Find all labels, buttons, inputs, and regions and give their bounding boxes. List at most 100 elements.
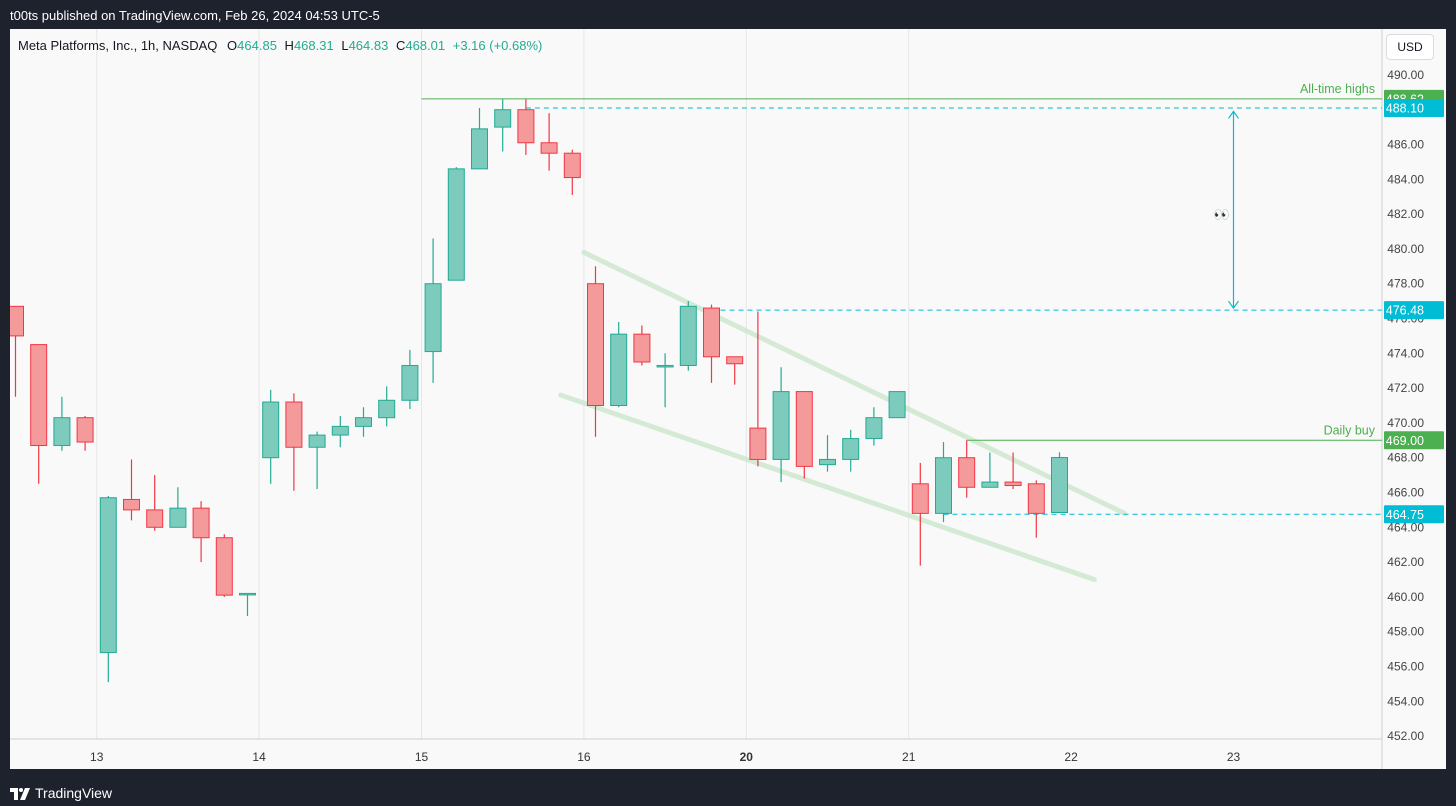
close-value: 468.01	[405, 38, 446, 53]
price-tick-label: 462.00	[1387, 555, 1424, 569]
candle-body[interactable]	[447, 168, 465, 281]
currency-button[interactable]: USD	[1386, 34, 1434, 60]
candle-body[interactable]	[331, 425, 349, 436]
candle-body[interactable]	[726, 356, 744, 365]
candle-body[interactable]	[563, 152, 581, 179]
time-tick-label: 23	[1227, 750, 1241, 764]
candle-body[interactable]	[76, 417, 94, 443]
price-tick-label: 482.00	[1387, 207, 1424, 221]
candle-body[interactable]	[935, 457, 952, 514]
high-value: 468.31	[293, 38, 334, 53]
time-tick-label: 14	[252, 750, 266, 764]
price-tick-label: 452.00	[1387, 729, 1424, 743]
candle-body[interactable]	[1027, 483, 1045, 514]
candle-body[interactable]	[1004, 481, 1022, 487]
candle-body[interactable]	[494, 109, 512, 128]
candle-body[interactable]	[308, 434, 326, 448]
high-label: H	[284, 38, 294, 53]
change-value: +3.16 (+0.68%)	[452, 38, 543, 53]
chart-legend: Meta Platforms, Inc., 1h, NASDAQ O464.85…	[18, 38, 542, 53]
symbol-label: Meta Platforms, Inc., 1h, NASDAQ	[18, 38, 218, 53]
time-tick-label: 20	[740, 750, 754, 764]
candle-body[interactable]	[10, 305, 24, 337]
candle-body[interactable]	[656, 364, 674, 368]
published-header: t00ts published on TradingView.com, Feb …	[0, 0, 1456, 29]
candle-body[interactable]	[540, 142, 558, 154]
channel-trendline[interactable]	[581, 249, 1127, 516]
candle-body[interactable]	[53, 417, 71, 447]
candle-body[interactable]	[355, 417, 372, 427]
price-axis-badge[interactable]	[1384, 301, 1444, 320]
candle-body[interactable]	[517, 109, 535, 144]
candle-body[interactable]	[262, 401, 280, 459]
candle-body[interactable]	[192, 507, 210, 539]
price-tick-label: 478.00	[1387, 277, 1424, 291]
candle-body[interactable]	[239, 592, 256, 596]
candle-body[interactable]	[169, 507, 187, 528]
candle-body[interactable]	[378, 399, 396, 419]
open-label: O	[227, 38, 238, 53]
price-tick-label: 472.00	[1387, 381, 1424, 395]
eyes-emoji-annotation[interactable]: 👀	[1214, 207, 1230, 222]
candle-body[interactable]	[888, 391, 906, 419]
price-tick-label: 480.00	[1387, 242, 1424, 256]
price-axis-badge[interactable]	[1384, 98, 1444, 117]
time-tick-label: 15	[415, 750, 429, 764]
price-axis-badge[interactable]	[1384, 431, 1444, 450]
candle-body[interactable]	[633, 333, 651, 363]
candle-body[interactable]	[795, 391, 813, 467]
candle-body[interactable]	[587, 283, 604, 406]
level-annotation-text: Daily buy	[1324, 423, 1376, 437]
candle-body[interactable]	[749, 427, 767, 460]
candle-body[interactable]	[610, 333, 628, 406]
price-tick-label: 474.00	[1387, 346, 1424, 360]
price-tick-label: 468.00	[1387, 451, 1424, 465]
time-tick-label: 22	[1064, 750, 1078, 764]
candle-body[interactable]	[865, 417, 883, 440]
arrow-down-icon	[1228, 300, 1239, 310]
open-value: 464.85	[237, 38, 277, 53]
candle-body[interactable]	[842, 438, 860, 460]
low-label: L	[341, 38, 349, 53]
candle-body[interactable]	[471, 128, 488, 170]
price-tick-label: 484.00	[1387, 172, 1424, 186]
time-tick-label: 13	[90, 750, 104, 764]
candle-body[interactable]	[99, 497, 117, 654]
close-label: C	[395, 38, 406, 53]
candle-body[interactable]	[424, 283, 442, 353]
price-axis-badge-label: 476.48	[1386, 304, 1424, 318]
price-axis-badge-label: 464.75	[1386, 508, 1424, 522]
candle-body[interactable]	[703, 307, 720, 358]
candle-body[interactable]	[981, 481, 999, 488]
channel-trendline[interactable]	[558, 392, 1097, 582]
published-text: t00ts published on TradingView.com, Feb …	[10, 8, 380, 23]
footer-bar: TradingView	[0, 769, 1456, 806]
candle-body[interactable]	[1051, 457, 1068, 514]
candle-body[interactable]	[401, 364, 419, 401]
time-tick-label: 16	[577, 750, 591, 764]
candle-body[interactable]	[772, 391, 790, 460]
price-axis-badge[interactable]	[1384, 505, 1444, 524]
price-tick-label: 460.00	[1387, 590, 1424, 604]
price-tick-label: 466.00	[1387, 486, 1424, 500]
candle-body[interactable]	[911, 483, 929, 514]
price-tick-label: 458.00	[1387, 625, 1424, 639]
price-tick-label: 454.00	[1387, 694, 1424, 708]
price-tick-label: 464.00	[1387, 520, 1424, 534]
candle-body[interactable]	[123, 498, 140, 511]
candle-body[interactable]	[215, 537, 233, 596]
candle-body[interactable]	[819, 458, 836, 466]
candle-body[interactable]	[146, 509, 164, 528]
time-tick-label: 21	[902, 750, 916, 764]
price-chart[interactable]: 452.00 454.00 456.00 458.00 460.00 462.00 464.…	[10, 29, 1446, 769]
chart-area[interactable]: 452.00 454.00 456.00 458.00 460.00 462.00 464.…	[10, 29, 1446, 769]
level-annotation-text: All-time highs	[1300, 82, 1375, 96]
tradingview-logo-icon[interactable]	[10, 787, 30, 800]
candle-body[interactable]	[679, 305, 697, 366]
candle-body[interactable]	[958, 457, 976, 488]
price-tick-label: 470.00	[1387, 416, 1424, 430]
tradingview-brand[interactable]: TradingView	[35, 785, 113, 801]
price-tick-label: 486.00	[1387, 138, 1424, 152]
candle-body[interactable]	[285, 401, 303, 448]
candle-body[interactable]	[30, 344, 48, 447]
